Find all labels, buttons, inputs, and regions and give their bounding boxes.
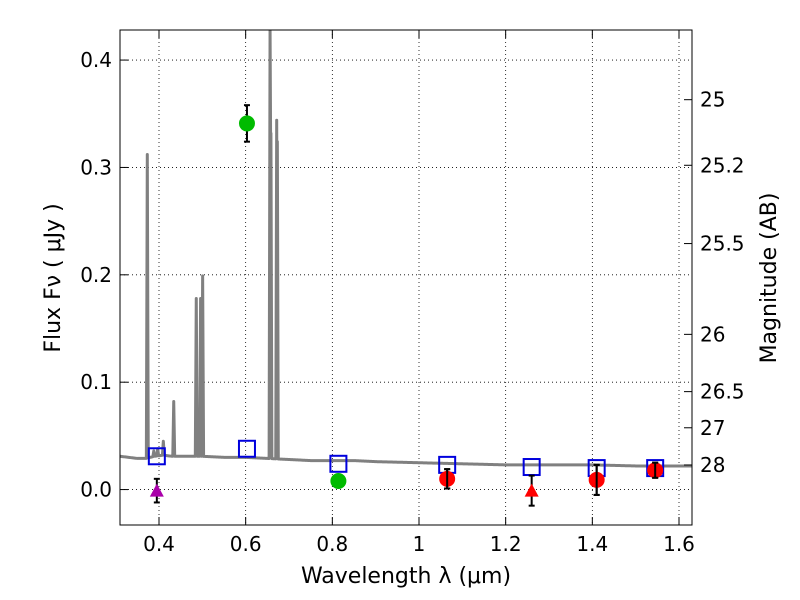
x-tick-label: 1.4 xyxy=(576,532,608,556)
upper-limit-marker xyxy=(149,483,164,497)
x-tick-label: 0.4 xyxy=(143,532,175,556)
x-axis-label: Wavelength λ (μm) xyxy=(301,564,511,589)
y-axis-label: Flux Fν ( μJy ) xyxy=(41,203,66,352)
plot-frame xyxy=(119,29,693,526)
y-tick-label: 0.2 xyxy=(80,263,112,287)
y-axis: 0.0 0.1 0.2 0.3 0.4 xyxy=(80,48,128,502)
plot-area xyxy=(120,30,692,507)
y-tick-label: 0.1 xyxy=(80,370,112,394)
magnitude-axis-label: Magnitude (AB) xyxy=(757,193,782,364)
magnitude-tick-label: 27 xyxy=(700,416,725,440)
observed-point-green xyxy=(238,115,255,132)
y-tick-label: 0.3 xyxy=(80,155,112,179)
model-point xyxy=(237,439,256,458)
model-point xyxy=(147,447,166,466)
x-tick-label: 1 xyxy=(413,532,426,556)
x-tick-label: 1.2 xyxy=(490,532,522,556)
grid xyxy=(120,30,692,525)
magnitude-axis: 25 25.2 25.5 26 26.5 27 28 xyxy=(684,88,745,477)
magnitude-tick-label: 25 xyxy=(700,88,725,112)
magnitude-tick-label: 26 xyxy=(700,322,725,346)
x-tick-label: 1.6 xyxy=(663,532,695,556)
upper-limit-marker xyxy=(524,483,539,497)
x-tick-label: 0.6 xyxy=(230,532,262,556)
magnitude-tick-label: 26.5 xyxy=(700,380,745,404)
y-tick-label: 0.0 xyxy=(80,478,112,502)
spectrum-line xyxy=(120,30,692,468)
model-point xyxy=(522,458,541,477)
magnitude-tick-label: 25.5 xyxy=(700,232,745,256)
x-tick-label: 0.8 xyxy=(316,532,348,556)
magnitude-tick-label: 25.2 xyxy=(700,153,745,177)
x-axis: 0.4 0.6 0.8 1 1.2 1.4 1.6 xyxy=(143,30,695,556)
magnitude-tick-label: 28 xyxy=(700,453,725,477)
observed-point-green xyxy=(330,472,347,489)
model-point xyxy=(329,454,348,473)
y-tick-label: 0.4 xyxy=(80,48,112,72)
